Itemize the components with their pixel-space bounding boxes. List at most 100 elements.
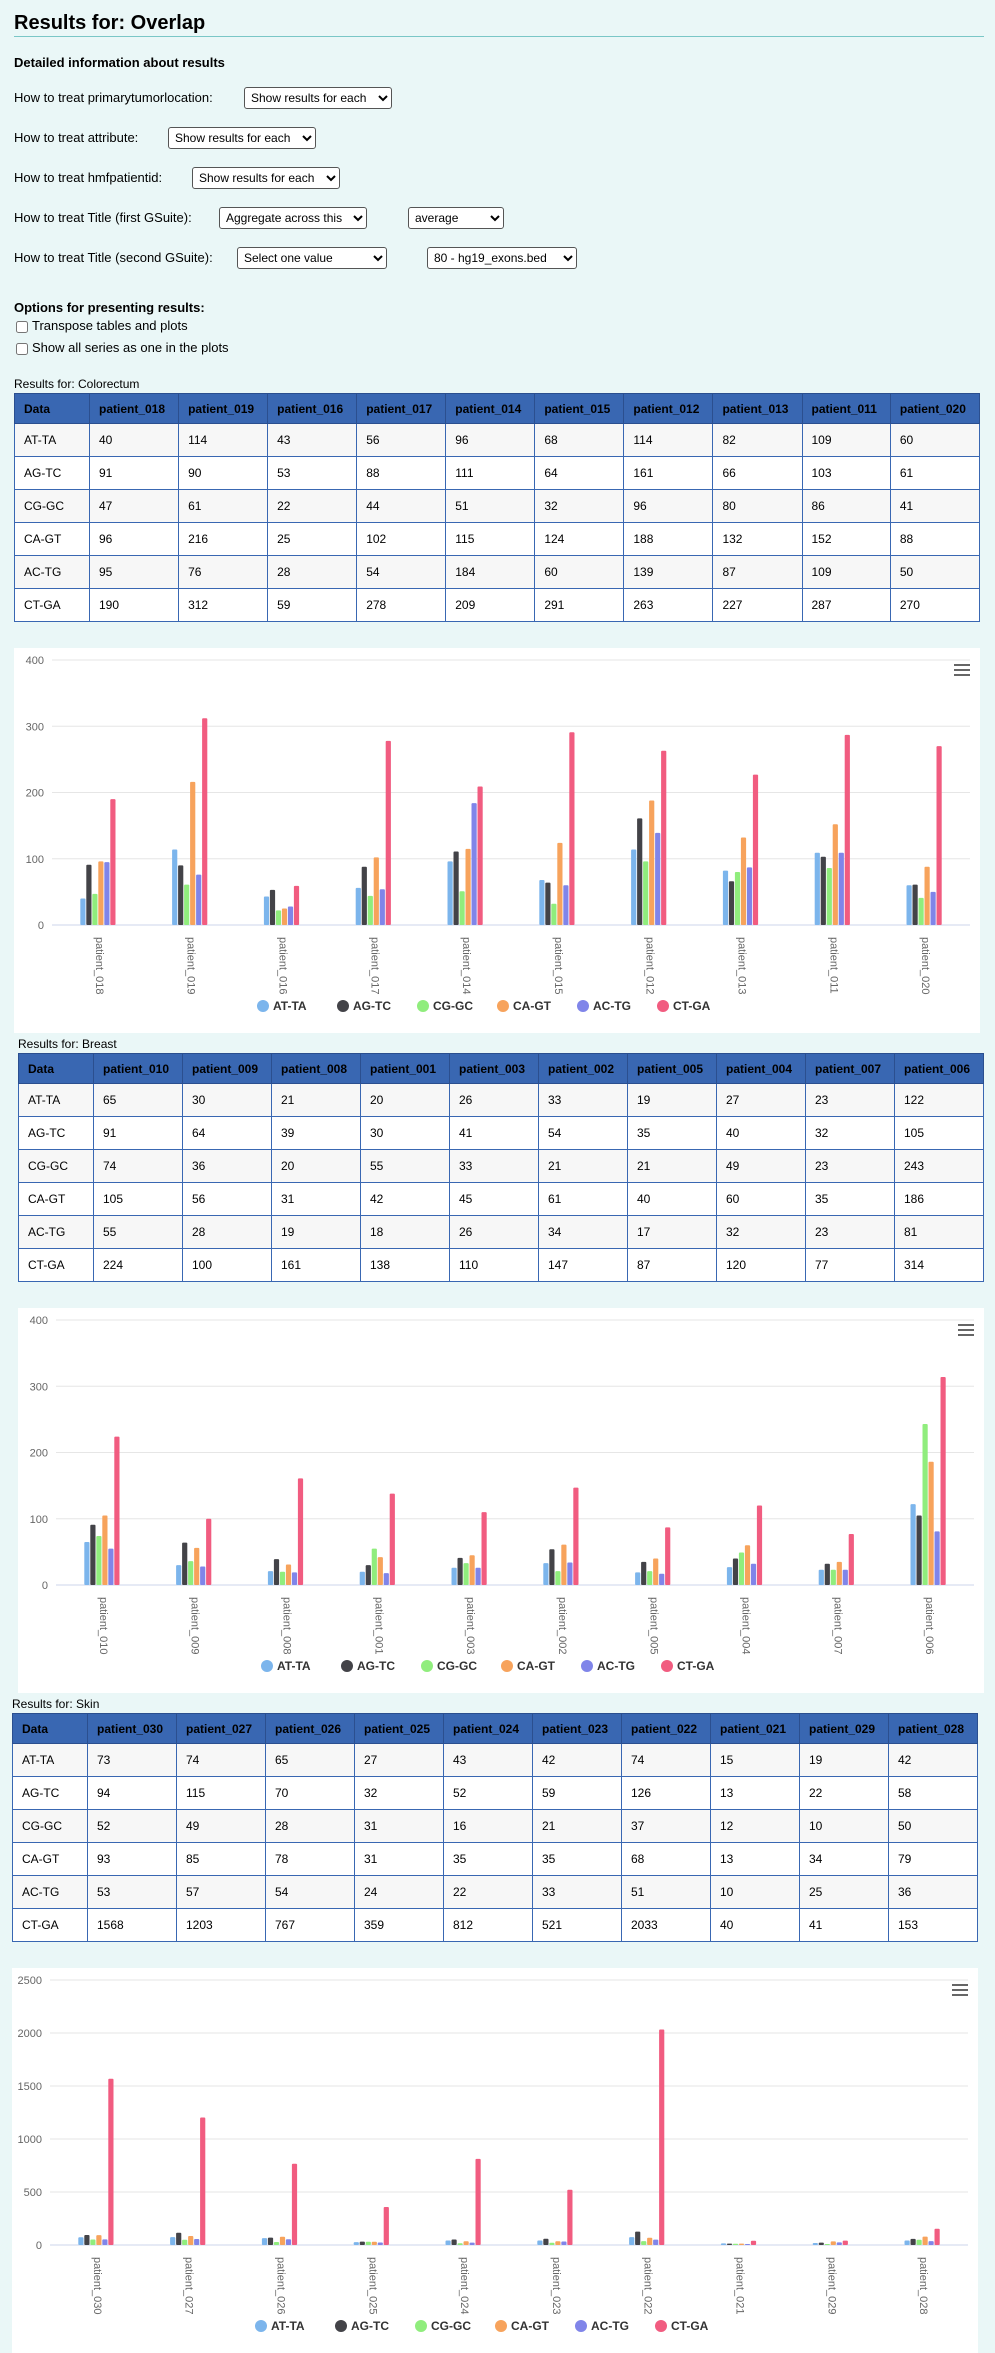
hmfpatientid-select[interactable]: Show results for each — [192, 167, 340, 189]
chart-menu-icon[interactable] — [954, 664, 970, 676]
table-cell: 287 — [801, 588, 891, 622]
bar-at-ta — [263, 896, 270, 925]
legend-label: CT-GA — [673, 999, 711, 1013]
attribute-select[interactable]: Show results for each — [168, 127, 316, 149]
bar-at-ta — [720, 2243, 727, 2245]
bar-ag-tc — [637, 818, 643, 925]
bar-ac-tg — [108, 1548, 114, 1585]
bar-ca-gt — [465, 848, 471, 925]
legend-marker — [657, 1000, 669, 1012]
bar-ac-tg — [746, 867, 753, 925]
y-tick-label: 2500 — [18, 1975, 42, 1987]
bar-ct-ga — [477, 786, 483, 925]
bar-cg-gc — [188, 1561, 194, 1585]
row-label: AG-TC — [18, 1116, 94, 1150]
row-label: CA-GT — [14, 522, 90, 556]
bar-ag-tc — [451, 2239, 457, 2245]
bar-cg-gc — [732, 2243, 739, 2245]
bar-ca-gt — [285, 1564, 292, 1585]
table-cell: 77 — [805, 1248, 895, 1282]
bar-cg-gc — [922, 1424, 928, 1585]
x-tick-label: patient_002 — [556, 1597, 568, 1655]
x-tick-label: patient_003 — [464, 1597, 476, 1655]
table-cell: 40 — [88, 423, 180, 457]
bar-cg-gc — [826, 868, 832, 925]
bar-ac-tg — [291, 1572, 298, 1585]
table-cell: 243 — [894, 1149, 984, 1183]
bar-at-ta — [267, 1571, 274, 1585]
show-all-series-checkbox[interactable] — [16, 342, 28, 355]
y-tick-label: 300 — [30, 1381, 48, 1393]
bar-ag-tc — [365, 1565, 371, 1585]
table-cell: 314 — [894, 1248, 984, 1282]
table-cell: 23 — [805, 1215, 895, 1249]
bar-ag-tc — [726, 2243, 733, 2245]
table-cell: 73 — [87, 1743, 177, 1777]
table-cell: 105 — [93, 1182, 183, 1216]
table-cell: 35 — [805, 1182, 895, 1216]
legend-label: AT-TA — [271, 2319, 305, 2333]
bar-cg-gc — [641, 2241, 647, 2245]
chart-menu-icon[interactable] — [958, 1324, 974, 1336]
x-tick-label: patient_016 — [277, 937, 289, 995]
table-cell: 188 — [623, 522, 714, 556]
x-tick-label: patient_030 — [91, 2257, 103, 2315]
table-row: CG-GC 74 36 20 55 33 21 21 49 23 243 — [18, 1149, 984, 1183]
bar-ac-tg — [838, 852, 844, 925]
bar-ac-tg — [285, 2239, 292, 2245]
y-tick-label: 200 — [30, 1448, 48, 1460]
column-header: patient_005 — [627, 1053, 717, 1084]
bar-ct-ga — [842, 2240, 848, 2245]
table-cell: 96 — [445, 423, 536, 457]
row-label: AC-TG — [18, 1215, 94, 1249]
table-cell: 76 — [178, 555, 269, 589]
bar-cg-gc — [738, 1552, 745, 1585]
table-cell: 28 — [265, 1809, 355, 1843]
table-cell: 22 — [443, 1875, 533, 1909]
table-cell: 32 — [534, 489, 625, 523]
bar-ca-gt — [830, 2241, 836, 2245]
bar-ca-gt — [194, 1547, 200, 1585]
table-cell: 91 — [93, 1116, 183, 1150]
x-tick-label: patient_014 — [460, 937, 472, 995]
transpose-checkbox[interactable] — [16, 320, 28, 333]
chart-menu-icon[interactable] — [952, 1984, 968, 1996]
table-cell: 109 — [801, 423, 891, 457]
table-cell: 10 — [710, 1875, 800, 1909]
table-cell: 19 — [627, 1083, 717, 1117]
bar-ag-tc — [176, 2232, 182, 2245]
table-cell: 139 — [623, 555, 714, 589]
table-cell: 216 — [178, 522, 269, 556]
row-label: AC-TG — [14, 555, 90, 589]
bar-ac-tg — [842, 1569, 848, 1585]
table-cell: 53 — [267, 456, 358, 490]
bar-ct-ga — [297, 1478, 304, 1585]
table-row: AG-TC 94 115 70 32 52 59 126 13 22 58 — [12, 1776, 978, 1810]
legend-marker — [575, 2320, 587, 2332]
column-header: patient_012 — [623, 393, 714, 424]
table-cell: 51 — [445, 489, 536, 523]
bar-at-ta — [451, 1567, 457, 1585]
title-divider — [14, 36, 984, 37]
table-cell: 35 — [627, 1116, 717, 1150]
bar-ac-tg — [561, 2241, 567, 2245]
bar-ac-tg — [194, 2238, 200, 2245]
bar-ct-ga — [291, 2163, 298, 2245]
aggregation-method-select[interactable]: average — [408, 207, 504, 229]
table-cell: 64 — [182, 1116, 272, 1150]
bar-at-ta — [359, 1571, 365, 1585]
bar-at-ta — [906, 885, 912, 925]
bar-at-ta — [814, 852, 820, 925]
primarytumorlocation-select[interactable]: Show results for each — [244, 87, 392, 109]
second-gsuite-value-select[interactable]: 80 - hg19_exons.bed — [427, 247, 577, 269]
bar-ct-ga — [573, 1487, 579, 1585]
table-cell: 42 — [888, 1743, 978, 1777]
option-label: How to treat hmfpatientid: — [14, 170, 163, 185]
title-first-gsuite-select[interactable]: Aggregate across this — [219, 207, 367, 229]
bar-ct-ga — [934, 2228, 940, 2245]
legend-label: AC-TG — [591, 2319, 629, 2333]
bar-at-ta — [80, 898, 86, 925]
title-second-gsuite-select[interactable]: Select one value — [237, 247, 387, 269]
bar-at-ta — [904, 2240, 910, 2245]
table-cell: 100 — [182, 1248, 272, 1282]
